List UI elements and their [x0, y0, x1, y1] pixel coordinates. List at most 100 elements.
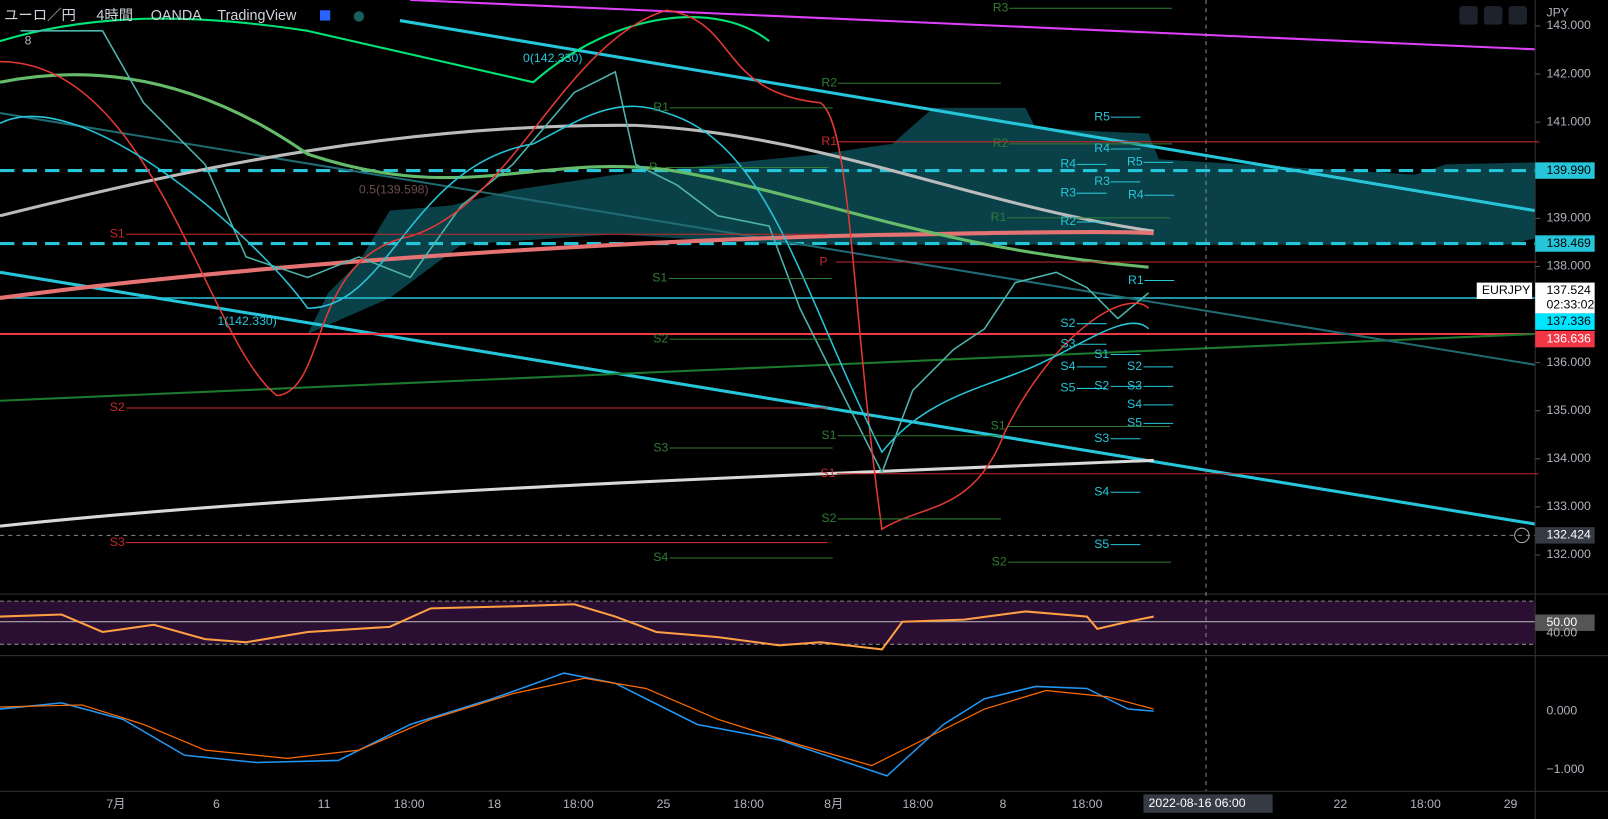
pivot-label: S1	[820, 466, 835, 480]
interval: 4時間	[96, 7, 133, 24]
currency[interactable]: JPY	[1546, 6, 1569, 20]
pivot-label: S3	[110, 535, 125, 549]
symbol: ユーロ／円	[4, 7, 76, 24]
pivot-label: S5	[1094, 537, 1109, 551]
price-tick-label: 141.000	[1546, 114, 1591, 128]
time-axis: 2022-08-16 06:00 7月 6 11 18:00 18 18:00 25 18:0…	[106, 794, 1518, 813]
pivot-label: P	[819, 254, 827, 268]
pivot-label: R2	[1060, 214, 1076, 228]
rsi-pane	[0, 593, 1608, 651]
time-tick-label: 25	[657, 797, 671, 811]
time-tick-label: 29	[1504, 797, 1518, 811]
fib-label: 1(142.330)	[217, 314, 276, 328]
pivot-label: S2	[1127, 359, 1142, 373]
pivot-label: S2	[1094, 379, 1109, 393]
pivot-label: R3	[993, 0, 1009, 14]
indicator-count[interactable]: 8	[25, 33, 32, 47]
macd-minus: −1.000	[1546, 762, 1584, 776]
button[interactable]	[1508, 6, 1527, 25]
price-tick-label: 139.000	[1546, 211, 1591, 225]
price-tick-label: 142.000	[1546, 66, 1591, 80]
time-tick-label: 6	[213, 797, 220, 811]
pivot-label: R2	[821, 75, 837, 89]
price-tick-label: 138.000	[1546, 259, 1591, 273]
time-tick-label: 18:00	[733, 797, 764, 811]
price-tag: 139.990	[1546, 163, 1591, 177]
time-tick-label: 18:00	[902, 797, 933, 811]
pivot-label: R1	[821, 134, 837, 148]
fib-label: 0(142.330)	[523, 51, 582, 65]
pivot-label: S3	[1127, 379, 1142, 393]
pivot-label: S4	[653, 550, 668, 564]
macd-pane	[0, 655, 1608, 777]
pivot-label: S1	[821, 428, 836, 442]
pivot-label: R2	[993, 136, 1009, 150]
crosshair-time: 2022-08-16 06:00	[1149, 796, 1246, 810]
crosshair-price: 132.424	[1546, 528, 1591, 542]
macd-zero: 0.000	[1546, 703, 1577, 717]
add-button[interactable]	[1514, 527, 1530, 544]
price-tag: 137.524	[1546, 283, 1591, 297]
header: ユーロ／円 4時間 OANDA TradingView 8 JPY	[4, 6, 1569, 48]
pivot-label: S2	[110, 400, 125, 414]
price-tag: 136.636	[1546, 331, 1591, 345]
platform: TradingView	[217, 8, 297, 24]
fib-labels: 0(142.330) 0.5(139.598) 1(142.330)	[217, 51, 582, 328]
pivot-label: R4	[1128, 187, 1144, 201]
rsi-lower: 40.00	[1546, 625, 1577, 639]
price-tag: 138.469	[1546, 236, 1591, 250]
time-tick-label: 22	[1334, 797, 1348, 811]
price-tick-label: 136.000	[1546, 355, 1591, 369]
pivot-label: R3	[1094, 174, 1110, 188]
symbol-tag: EURJPY	[1482, 283, 1530, 297]
broker: OANDA	[151, 8, 202, 24]
pivot-label: S1	[991, 419, 1006, 433]
pivot-label: S2	[992, 554, 1007, 568]
time-tick-label: 7月	[106, 797, 125, 811]
pivot-label: R1	[991, 210, 1007, 224]
pivot-label: S1	[1094, 347, 1109, 361]
pivot-label: S2	[1060, 316, 1075, 330]
pivot-label: R4	[1060, 157, 1076, 171]
price-tick-label: 143.000	[1546, 18, 1591, 32]
time-tick-label: 18:00	[394, 797, 425, 811]
pivot-label: R5	[1127, 155, 1143, 169]
pivot-label: S4	[1094, 484, 1109, 498]
pivot-label: R5	[1094, 109, 1110, 123]
price-tick-label: 132.000	[1546, 547, 1591, 561]
pivot-label: S2	[653, 331, 668, 345]
pivot-label: R1	[1128, 273, 1144, 287]
pivot-label: R3	[1060, 185, 1076, 199]
pivot-label: S4	[1127, 397, 1142, 411]
time-tick-label: 8	[1000, 797, 1007, 811]
pivot-label: S1	[652, 271, 667, 285]
price-tick-label: 135.000	[1546, 403, 1591, 417]
price-tick-label: 133.000	[1546, 499, 1591, 513]
time-tick-label: 8月	[824, 797, 843, 811]
pivot-label: S4	[1060, 359, 1075, 373]
pivot-label: S1	[110, 227, 125, 241]
pivot-label: S3	[1060, 336, 1075, 350]
pivot-label: S3	[1094, 431, 1109, 445]
pivot-label: S2	[821, 511, 836, 525]
pivot-label: P	[649, 160, 657, 174]
countdown: 02:33:02	[1546, 297, 1594, 311]
fib-label: 0.5(139.598)	[359, 182, 429, 196]
pivot-label: R1	[653, 100, 669, 114]
button[interactable]	[1483, 6, 1503, 25]
time-tick-label: 18:00	[1410, 797, 1441, 811]
pivot-label: S5	[1127, 416, 1142, 430]
button[interactable]	[1459, 6, 1478, 25]
time-tick-label: 18:00	[1072, 797, 1103, 811]
pivot-label: R4	[1094, 141, 1110, 155]
price-labels: 139.990 138.469 EURJPY 137.524 02:33:02 …	[1476, 162, 1595, 776]
rsi-level: 50.00	[1546, 615, 1577, 629]
time-tick-label: 11	[318, 797, 331, 811]
time-tick-label: 18:00	[563, 797, 594, 811]
price-tick-label: 134.000	[1546, 451, 1591, 465]
price-tag: 137.336	[1546, 314, 1591, 328]
pivot-label: S3	[653, 440, 668, 454]
